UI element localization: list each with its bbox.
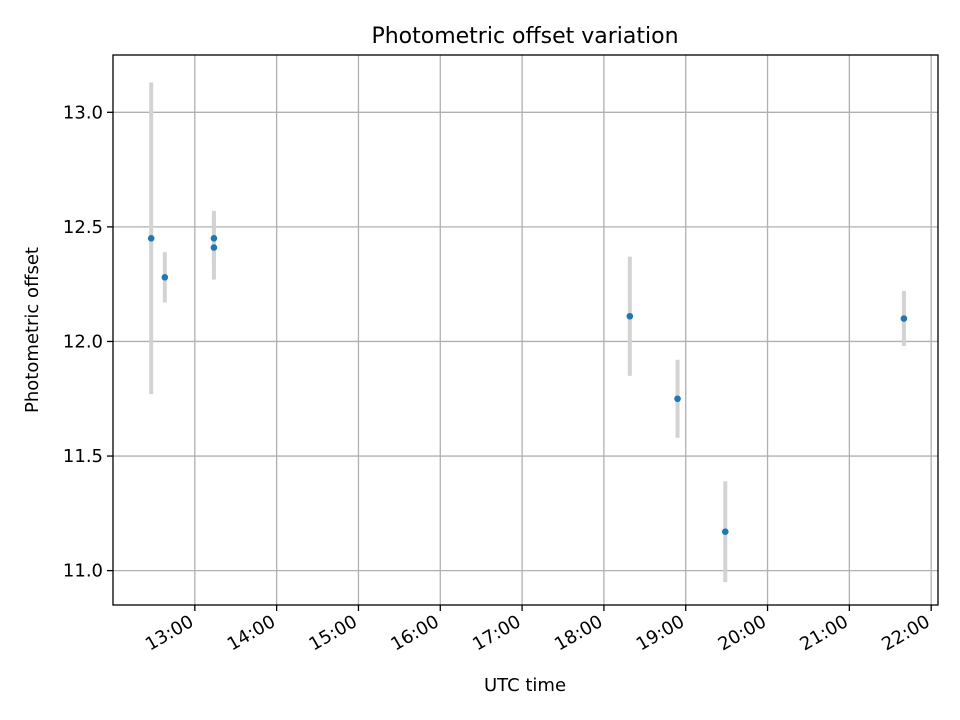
data-point	[674, 395, 681, 403]
y-axis-ticks: 11.0 11.5 12.0 12.5 13.0	[63, 102, 113, 582]
y-tick-label: 11.0	[63, 561, 103, 582]
data-point	[210, 244, 218, 251]
y-tick-label: 12.0	[63, 331, 103, 352]
data-point	[161, 273, 169, 281]
data-point	[147, 235, 155, 242]
y-tick-label: 11.5	[63, 446, 103, 467]
y-tick-label: 12.5	[63, 217, 103, 238]
y-axis-label: Photometric offset	[22, 247, 43, 413]
data-point	[210, 235, 218, 242]
y-tick-label: 13.0	[63, 102, 103, 123]
x-axis-label: UTC time	[484, 675, 566, 696]
data-point	[900, 315, 908, 322]
data-point	[721, 528, 729, 535]
grid	[113, 55, 938, 605]
plot-frame	[112, 54, 939, 606]
data-point	[626, 312, 634, 320]
data-points	[147, 235, 908, 535]
chart-title: Photometric offset variation	[371, 24, 678, 49]
